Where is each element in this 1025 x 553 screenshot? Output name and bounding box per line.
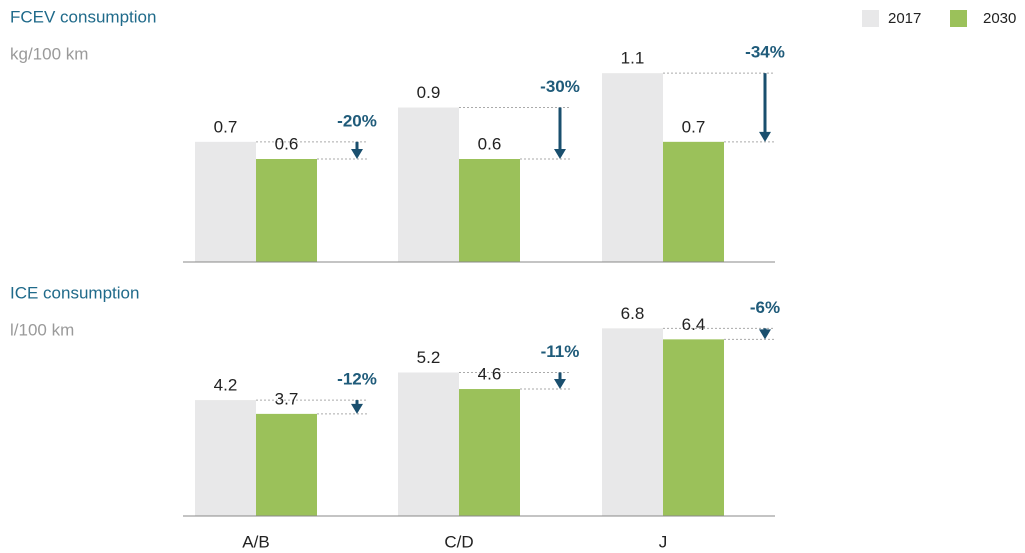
- value-label: 6.4: [682, 315, 706, 334]
- bar: [663, 141, 724, 262]
- bar: [256, 413, 317, 516]
- change-label: -30%: [540, 77, 580, 96]
- bar: [459, 389, 520, 516]
- value-label: 0.7: [682, 117, 706, 136]
- bar: [398, 107, 459, 262]
- value-label: 1.1: [621, 49, 645, 68]
- legend-label: 2017: [888, 10, 921, 27]
- arrow-head: [759, 329, 771, 340]
- x-tick-label: C/D: [444, 532, 473, 551]
- bar: [663, 339, 724, 516]
- value-label: 4.6: [478, 365, 502, 384]
- change-label: -20%: [337, 111, 377, 130]
- bar: [602, 73, 663, 263]
- legend-swatch: [950, 10, 967, 27]
- value-label: 0.7: [214, 117, 238, 136]
- chart-subtitle: l/100 km: [10, 320, 74, 339]
- bar: [459, 159, 520, 262]
- chart-title: ICE consumption: [10, 283, 139, 302]
- value-label: 3.7: [275, 389, 299, 408]
- arrow-head: [351, 403, 363, 414]
- bar: [602, 328, 663, 516]
- value-label: 5.2: [417, 348, 441, 367]
- value-label: 0.6: [478, 134, 502, 153]
- arrow-head: [554, 379, 566, 390]
- x-tick-label: A/B: [242, 532, 269, 551]
- arrow-head: [759, 131, 771, 142]
- arrow-head: [351, 149, 363, 159]
- bar: [195, 141, 256, 262]
- x-tick-label: J: [659, 532, 668, 551]
- chart-title: FCEV consumption: [10, 7, 156, 26]
- value-label: 0.6: [275, 134, 299, 153]
- bar: [398, 372, 459, 516]
- legend-label: 2030: [983, 10, 1016, 27]
- change-label: -34%: [745, 43, 785, 62]
- chart-subtitle: kg/100 km: [10, 44, 88, 63]
- change-label: -11%: [541, 342, 580, 361]
- legend-swatch: [862, 10, 879, 27]
- value-label: 6.8: [621, 304, 645, 323]
- arrow-head: [554, 149, 566, 159]
- value-label: 4.2: [214, 376, 238, 395]
- bar: [256, 159, 317, 262]
- change-label: -12%: [337, 370, 377, 389]
- change-label: -6%: [750, 298, 780, 317]
- value-label: 0.9: [417, 83, 441, 102]
- bar: [195, 400, 256, 516]
